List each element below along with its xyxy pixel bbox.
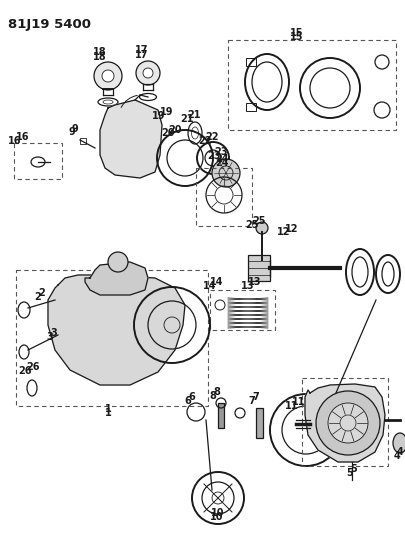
- Text: 12: 12: [277, 227, 290, 237]
- Text: 26: 26: [26, 362, 39, 372]
- Text: 12: 12: [284, 224, 298, 234]
- Text: 4: 4: [396, 447, 403, 457]
- Text: 26: 26: [18, 366, 32, 376]
- Text: 1: 1: [104, 404, 111, 414]
- Bar: [301, 378, 387, 466]
- Bar: [209, 290, 274, 330]
- Text: 18: 18: [93, 52, 107, 62]
- Text: 11: 11: [285, 401, 298, 411]
- Text: 20: 20: [168, 125, 181, 135]
- Text: 16: 16: [16, 132, 30, 142]
- Text: 2: 2: [34, 292, 41, 302]
- Text: 9: 9: [72, 124, 79, 134]
- Circle shape: [136, 61, 160, 85]
- Bar: [80, 138, 86, 144]
- Text: 4: 4: [393, 451, 399, 461]
- Bar: [247, 255, 269, 281]
- Bar: [228, 40, 395, 130]
- Circle shape: [94, 62, 122, 90]
- Circle shape: [327, 403, 367, 443]
- Text: 23: 23: [207, 151, 220, 161]
- Text: 25: 25: [252, 216, 265, 226]
- Bar: [14, 143, 62, 179]
- Text: 10: 10: [211, 508, 224, 518]
- Text: 8: 8: [209, 391, 216, 401]
- Polygon shape: [304, 384, 384, 462]
- Text: 24: 24: [215, 154, 228, 164]
- Text: 7: 7: [252, 392, 258, 402]
- Text: 6: 6: [188, 392, 194, 402]
- Polygon shape: [85, 262, 148, 295]
- Text: 14: 14: [203, 281, 216, 291]
- Text: 81J19 5400: 81J19 5400: [8, 18, 91, 31]
- Text: 13: 13: [241, 281, 254, 291]
- Text: 6: 6: [184, 396, 191, 406]
- Polygon shape: [48, 275, 185, 385]
- Text: 7: 7: [248, 396, 255, 406]
- Bar: [196, 168, 252, 226]
- Text: 10: 10: [210, 512, 223, 522]
- Text: 19: 19: [152, 111, 165, 121]
- Text: 16: 16: [8, 136, 22, 146]
- Circle shape: [102, 70, 114, 82]
- Circle shape: [315, 391, 379, 455]
- Text: 14: 14: [209, 277, 223, 287]
- Circle shape: [211, 159, 239, 187]
- Circle shape: [108, 252, 128, 272]
- Text: 19: 19: [160, 107, 173, 117]
- Text: 22: 22: [205, 132, 218, 142]
- Text: 3: 3: [50, 328, 57, 338]
- Text: 20: 20: [161, 128, 174, 138]
- Text: 18: 18: [93, 47, 107, 57]
- Text: 15: 15: [290, 32, 303, 42]
- Text: 13: 13: [247, 277, 261, 287]
- Text: 17: 17: [135, 45, 148, 55]
- Text: 11: 11: [291, 397, 305, 407]
- Text: 5: 5: [346, 468, 352, 478]
- Polygon shape: [100, 100, 162, 178]
- Text: 5: 5: [349, 464, 356, 474]
- Circle shape: [143, 68, 153, 78]
- Bar: [245, 58, 256, 66]
- Bar: [217, 403, 224, 428]
- Text: 3: 3: [47, 332, 53, 342]
- Text: 15: 15: [290, 28, 303, 38]
- Text: 21: 21: [180, 114, 193, 124]
- Text: 2: 2: [38, 288, 45, 298]
- Bar: [245, 103, 256, 111]
- Ellipse shape: [392, 433, 405, 453]
- Text: 22: 22: [198, 136, 211, 146]
- Bar: [256, 408, 262, 438]
- Text: 25: 25: [245, 220, 258, 230]
- Text: 9: 9: [68, 127, 75, 137]
- Text: 17: 17: [135, 50, 148, 60]
- Text: 1: 1: [104, 408, 111, 418]
- Text: 21: 21: [187, 110, 200, 120]
- Text: 8: 8: [213, 387, 220, 397]
- Circle shape: [256, 222, 267, 234]
- Bar: [16, 270, 207, 406]
- Text: 23: 23: [213, 147, 227, 157]
- Text: 24: 24: [215, 158, 228, 168]
